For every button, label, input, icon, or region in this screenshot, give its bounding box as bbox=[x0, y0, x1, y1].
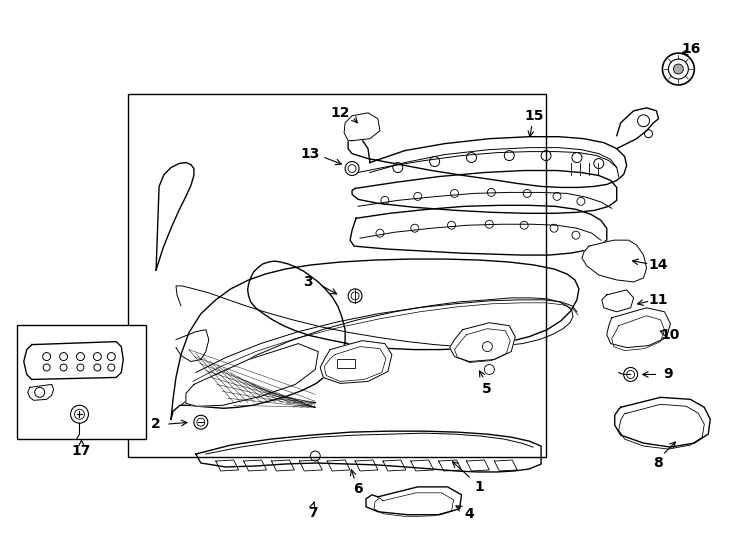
Text: 9: 9 bbox=[664, 367, 673, 381]
Text: 11: 11 bbox=[649, 293, 668, 307]
Text: 3: 3 bbox=[303, 275, 313, 289]
Circle shape bbox=[663, 53, 694, 85]
Polygon shape bbox=[602, 290, 633, 312]
Text: 4: 4 bbox=[465, 507, 474, 521]
Polygon shape bbox=[23, 342, 123, 380]
Text: 2: 2 bbox=[151, 417, 161, 431]
Text: 6: 6 bbox=[353, 482, 363, 496]
Circle shape bbox=[70, 406, 88, 423]
Text: 17: 17 bbox=[72, 444, 91, 458]
Polygon shape bbox=[344, 113, 380, 140]
Bar bbox=[128, 94, 546, 457]
Polygon shape bbox=[582, 240, 647, 282]
Circle shape bbox=[624, 368, 638, 381]
Text: 7: 7 bbox=[308, 506, 318, 519]
Text: 13: 13 bbox=[301, 146, 320, 160]
Circle shape bbox=[673, 64, 683, 74]
Text: 15: 15 bbox=[524, 109, 544, 123]
Text: 1: 1 bbox=[475, 480, 484, 494]
Text: 16: 16 bbox=[682, 42, 701, 56]
Polygon shape bbox=[449, 323, 515, 361]
Polygon shape bbox=[320, 341, 392, 383]
Polygon shape bbox=[607, 308, 670, 348]
Polygon shape bbox=[617, 108, 658, 148]
Polygon shape bbox=[171, 259, 579, 419]
Circle shape bbox=[345, 161, 359, 176]
Polygon shape bbox=[352, 171, 617, 213]
Polygon shape bbox=[156, 163, 194, 270]
Bar bbox=[17, 325, 146, 439]
Polygon shape bbox=[28, 384, 54, 400]
Text: 12: 12 bbox=[330, 106, 350, 120]
Text: 8: 8 bbox=[653, 456, 664, 470]
Polygon shape bbox=[350, 205, 607, 255]
Polygon shape bbox=[186, 343, 319, 406]
Polygon shape bbox=[614, 397, 711, 447]
Polygon shape bbox=[196, 431, 541, 472]
Bar bbox=[337, 359, 355, 368]
Text: 14: 14 bbox=[649, 258, 668, 272]
Text: 10: 10 bbox=[661, 328, 680, 342]
Circle shape bbox=[194, 415, 208, 429]
Polygon shape bbox=[366, 487, 462, 515]
Text: 5: 5 bbox=[482, 382, 491, 396]
Polygon shape bbox=[348, 134, 627, 187]
Circle shape bbox=[348, 289, 362, 303]
